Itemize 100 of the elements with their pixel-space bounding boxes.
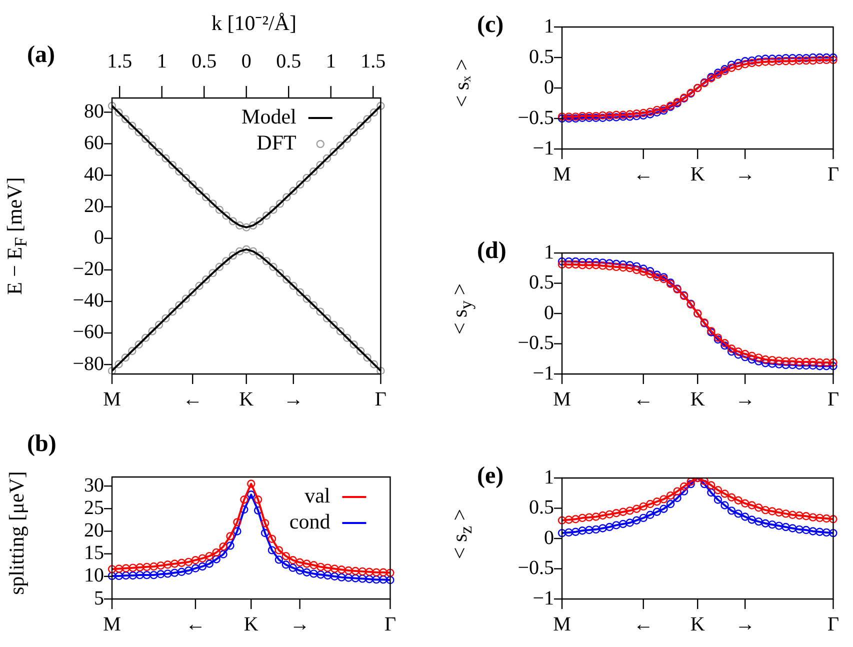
point (795, 56, 804, 65)
point (274, 546, 284, 554)
point (386, 576, 394, 584)
point (571, 528, 580, 536)
point (727, 348, 736, 356)
y-tick-label: 15 (84, 542, 104, 564)
point (734, 62, 742, 70)
point (618, 508, 628, 516)
point (386, 568, 394, 577)
point (188, 288, 197, 296)
point (740, 512, 750, 521)
point (714, 486, 722, 494)
point (370, 108, 378, 117)
point (592, 512, 600, 521)
point (829, 515, 838, 524)
point (822, 358, 831, 367)
point (612, 110, 620, 119)
point (248, 221, 258, 230)
point (233, 518, 242, 526)
y-tick-label: 0 (544, 76, 554, 98)
point (128, 564, 137, 572)
point (714, 496, 722, 504)
point (376, 102, 385, 110)
point (344, 566, 353, 575)
point (774, 360, 784, 368)
point (336, 327, 345, 336)
point (228, 251, 238, 260)
point (618, 263, 628, 272)
point (256, 217, 264, 226)
point (148, 327, 156, 336)
point (148, 141, 156, 150)
point (761, 54, 770, 63)
point (734, 350, 742, 359)
point (571, 515, 580, 524)
point (198, 554, 207, 562)
point (363, 354, 372, 362)
x-tick-label: K (244, 613, 259, 636)
y-tick-label: 1 (544, 466, 554, 488)
y-tick-label: 0.5 (529, 272, 554, 294)
point (247, 480, 256, 488)
point (795, 525, 804, 534)
point (748, 516, 756, 524)
point (205, 560, 214, 568)
point (276, 200, 284, 208)
point (164, 560, 172, 569)
x-tick-label: ← (633, 613, 654, 636)
point (365, 575, 374, 584)
point (121, 115, 130, 124)
point (351, 574, 360, 582)
point (170, 568, 179, 577)
point (358, 567, 366, 576)
x-tick-label: → (290, 613, 310, 636)
point (212, 555, 220, 564)
point (727, 493, 736, 502)
point (350, 128, 358, 136)
point (150, 562, 158, 571)
point (316, 562, 325, 572)
point (774, 522, 784, 530)
point (816, 514, 824, 522)
point (222, 256, 230, 266)
point (356, 346, 365, 356)
point (626, 110, 634, 118)
point (128, 346, 136, 356)
point (208, 200, 217, 208)
point (260, 518, 270, 528)
point (768, 58, 776, 66)
point (316, 570, 325, 579)
point (184, 566, 193, 575)
point (309, 301, 318, 310)
legend-label: val (304, 484, 330, 508)
y-tick-label: 0.5 (529, 496, 554, 518)
x-tick-label: Γ (827, 388, 839, 410)
point (262, 256, 271, 266)
point (808, 513, 817, 522)
point (754, 517, 763, 526)
point (208, 268, 217, 278)
point (156, 570, 165, 578)
point (219, 542, 228, 551)
point (175, 167, 184, 176)
point (808, 56, 817, 65)
point (720, 339, 729, 348)
point (632, 504, 641, 513)
point (114, 564, 124, 573)
point (802, 512, 810, 520)
x-tick-label: K (690, 163, 706, 186)
point (592, 261, 600, 270)
point (626, 518, 634, 527)
point (114, 572, 124, 580)
point (782, 57, 790, 66)
legend-label: DFT (256, 130, 297, 155)
point (632, 266, 641, 274)
point (652, 270, 662, 279)
point (754, 504, 763, 512)
chart-title: (e) (477, 463, 504, 490)
x-tick-label: K (690, 388, 706, 410)
point (372, 575, 380, 584)
point (605, 510, 614, 518)
point (288, 556, 297, 564)
point (816, 362, 824, 370)
point (727, 60, 736, 69)
